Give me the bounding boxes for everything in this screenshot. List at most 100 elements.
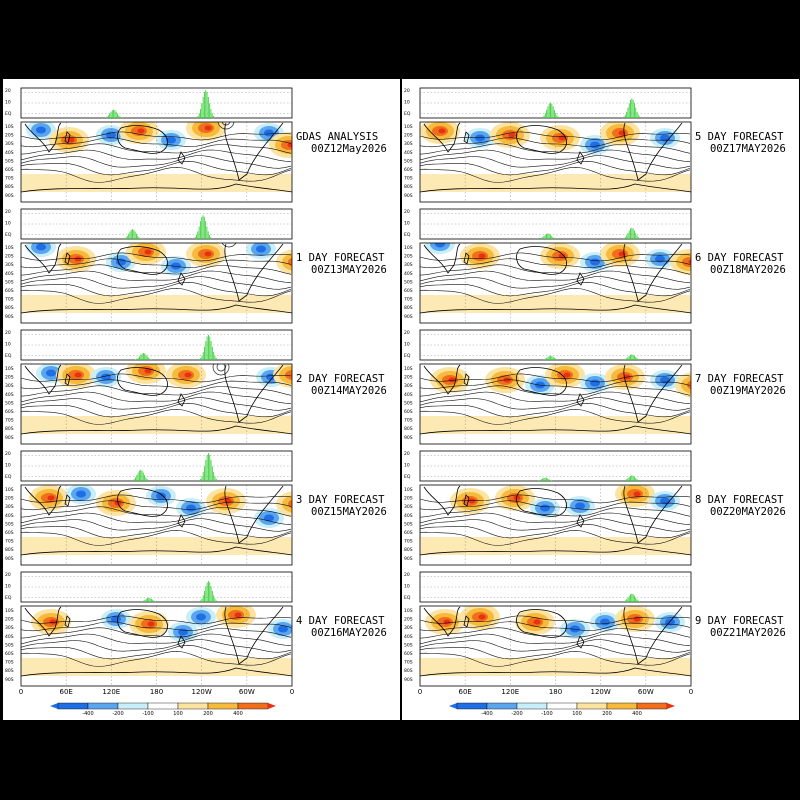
height-contour [420,523,691,539]
x-tick-label: 180 [150,688,163,696]
panel-title: 2 DAY FORECAST [296,373,385,385]
activity-bar [214,476,216,481]
activity-bar [636,235,638,239]
activity-bar [636,358,638,360]
activity-bar [630,228,631,239]
map-ytick-label: 80S [5,305,14,311]
activity-bar [204,590,205,602]
map-ytick-label: 50S [5,400,14,406]
activity-bar [211,466,213,481]
activity-bar [207,96,209,118]
activity-bar [206,91,208,118]
map-frame [20,242,293,324]
activity-bar [544,358,546,360]
map-ytick-label: 50S [404,400,413,406]
activity-bar [213,595,215,602]
activity-bar [120,117,122,118]
activity-bar [547,478,549,481]
activity-bar [557,116,559,118]
height-contour [21,264,292,276]
activity-bar [201,216,203,239]
map-ytick-label: 90S [5,677,14,683]
height-contour [21,258,292,269]
map-ytick-label: 70S [5,660,14,666]
map-ytick-label: 30S [404,383,413,389]
map-ytick-label: 30S [5,504,14,510]
activity-bar [553,357,555,360]
activity-bar [548,233,550,239]
map-ytick-label: 10S [5,366,14,372]
height-contour [21,379,292,390]
bar-ytick-label: 20 [404,330,410,336]
activity-bar [545,477,547,481]
panel-title: 3 DAY FORECAST [296,494,385,506]
madagascar-outline [64,373,71,386]
new-zealand-outline [177,514,186,528]
bar-ytick-label: 20 [404,88,410,94]
panel-title: 4 DAY FORECAST [296,615,385,627]
south-america-outline [623,122,683,181]
activity-bar [539,479,541,481]
colorbar-label: 100 [572,711,582,717]
activity-bar [119,116,121,118]
activity-bar [552,106,554,118]
colorbar-label: -400 [481,711,492,717]
bar-ytick-label: EQ [5,111,12,117]
activity-bar [631,354,633,360]
south-america-outline [224,485,284,544]
activity-bar [111,110,113,118]
bar-ytick-label: 20 [5,88,11,94]
height-contour [420,506,691,518]
activity-bar [140,354,142,360]
map-ytick-label: 10S [5,608,14,614]
activity-bar [148,357,150,360]
activity-bar [137,472,139,481]
colorbar-swatch [636,702,668,710]
colorbar-swatch [57,702,89,710]
map-ytick-label: 30S [404,504,413,510]
activity-bar [202,351,204,360]
activity-bar [633,103,635,118]
australia-outline [516,609,567,638]
activity-bar [540,238,542,239]
x-tick-label: 120W [591,688,611,696]
map-frame [419,605,692,687]
activity-bar [543,115,545,118]
colorbar-label: -200 [511,711,522,717]
activity-bar [201,476,203,481]
x-tick-label: 0 [19,688,23,696]
activity-bar [628,103,630,118]
africa-outline [423,364,461,395]
forecast-panel: 20 10 EQ 10S 20S 30S 40S 50S 60S 70S 80S 90S GDAS AN… [5,87,387,203]
antarctica-outline [420,304,691,314]
right-forecast-maps: 20 10 EQ 10S 20S 30S 40S 50S 60S 70S 80S 90S 5 DAY F… [404,87,786,717]
bar-ytick-label: 10 [5,100,11,106]
activity-bar [546,109,548,118]
activity-bar [630,475,631,481]
activity-bar [542,478,543,481]
x-tick-label: 0 [290,688,294,696]
activity-bar [626,599,628,602]
height-contour [21,639,292,653]
activity-bar [125,237,127,239]
bar-ytick-label: 10 [404,463,410,469]
height-contour [21,523,292,539]
africa-outline [24,243,62,274]
activity-bar [133,479,135,481]
activity-bar [635,107,637,118]
height-contour [21,627,292,639]
map-ytick-label: 50S [404,158,413,164]
map-ytick-label: 90S [404,193,413,199]
map-ytick-label: 70S [5,297,14,303]
australia-outline [516,488,567,517]
activity-bar [636,111,638,118]
activity-bar [639,116,641,118]
madagascar-outline [64,131,71,144]
colorbar-swatch [486,702,518,710]
activity-bar [209,103,211,118]
map-ytick-label: 60S [5,167,14,173]
map-ytick-label: 40S [404,150,413,156]
activity-bar [548,103,550,118]
activity-bar [544,113,546,118]
map-ytick-label: 60S [5,651,14,657]
